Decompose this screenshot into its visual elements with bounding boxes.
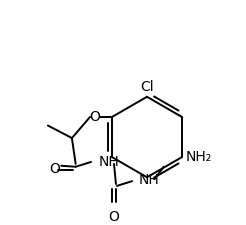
Text: NH: NH	[99, 155, 120, 169]
Text: NH: NH	[139, 173, 160, 187]
Text: NH₂: NH₂	[186, 150, 212, 164]
Text: O: O	[89, 110, 100, 124]
Text: Cl: Cl	[140, 80, 154, 94]
Text: O: O	[108, 210, 120, 224]
Text: O: O	[49, 162, 60, 176]
